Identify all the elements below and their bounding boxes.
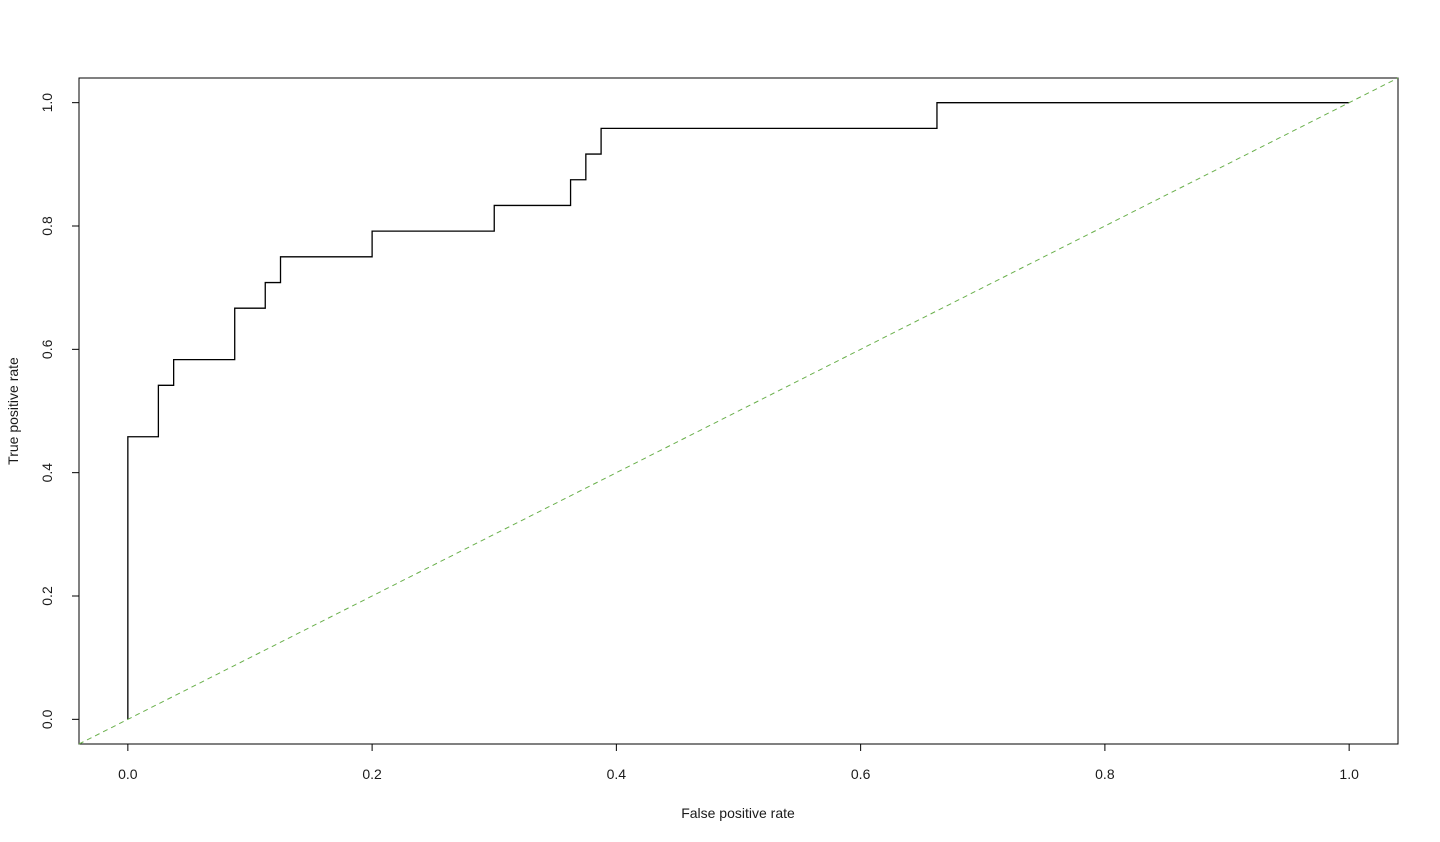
- x-axis-title: False positive rate: [681, 805, 795, 821]
- y-axis-title: True positive rate: [5, 357, 21, 465]
- x-tick-label: 0.0: [118, 766, 138, 782]
- y-tick-label: 0.8: [39, 216, 55, 236]
- x-tick-label: 0.6: [851, 766, 871, 782]
- y-axis: 0.0 0.2 0.4 0.6 0.8 1.0: [39, 93, 79, 729]
- y-tick-label: 0.0: [39, 709, 55, 729]
- y-tick-label: 0.2: [39, 586, 55, 606]
- x-tick-label: 0.2: [362, 766, 382, 782]
- plot-frame: [78, 77, 1399, 745]
- roc-curve-line: [127, 102, 1350, 720]
- diagonal-reference-line: [78, 77, 1399, 745]
- x-tick-label: 0.8: [1095, 766, 1115, 782]
- x-tick-label: 0.4: [607, 766, 627, 782]
- x-tick-label: 1.0: [1339, 766, 1359, 782]
- y-tick-label: 1.0: [39, 93, 55, 113]
- y-tick-label: 0.4: [39, 463, 55, 483]
- x-axis: 0.0 0.2 0.4 0.6 0.8 1.0: [118, 744, 1359, 782]
- y-tick-label: 0.6: [39, 339, 55, 359]
- series-layer: [78, 77, 1399, 745]
